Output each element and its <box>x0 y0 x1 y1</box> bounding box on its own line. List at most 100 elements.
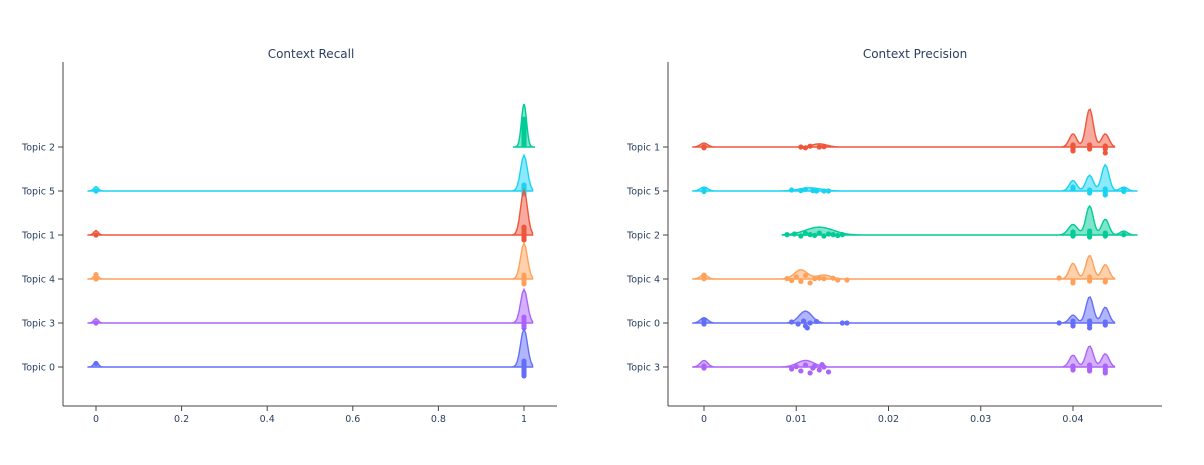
data-point-topic-4 <box>830 275 836 281</box>
data-point-topic-1 <box>521 237 527 243</box>
y-tick-label: Topic 1 <box>626 143 660 154</box>
panel-context-recall: Context Recall 0 0.2 0.4 0.6 0.8 1 Topic 2 Topic… <box>21 47 557 425</box>
data-point-topic-4 <box>701 276 707 282</box>
data-point-topic-1 <box>802 145 809 151</box>
panel-title: Context Precision <box>863 47 967 61</box>
data-point-topic-5 <box>701 188 707 195</box>
data-point-topic-3 <box>1087 362 1093 368</box>
data-point-topic-5 <box>1087 187 1093 193</box>
y-tick-label: Topic 5 <box>21 187 55 198</box>
data-point-topic-4 <box>93 276 99 282</box>
data-point-topic-2 <box>1070 233 1076 239</box>
data-point-topic-3 <box>807 370 813 376</box>
x-tick-label: 0.2 <box>174 414 189 425</box>
data-point-topic-0 <box>844 320 850 326</box>
panel-title: Context Recall <box>268 47 355 61</box>
data-point-topic-0 <box>1087 325 1093 331</box>
data-point-topic-1 <box>1102 150 1108 156</box>
violin-topic-2 <box>781 204 1138 236</box>
data-point-topic-4 <box>784 276 790 282</box>
data-point-topic-2 <box>835 232 841 239</box>
data-point-topic-4 <box>816 275 822 281</box>
y-tick-label: Topic 4 <box>626 275 660 286</box>
data-point-topic-2 <box>812 232 818 238</box>
y-tick-label: Topic 1 <box>21 231 55 242</box>
data-point-topic-4 <box>1102 279 1108 285</box>
data-point-topic-5 <box>1102 192 1108 198</box>
data-point-topic-2 <box>821 233 827 239</box>
data-point-topic-2 <box>791 231 798 237</box>
data-point-topic-5 <box>1102 186 1108 192</box>
y-tick-label: Topic 4 <box>21 275 55 286</box>
data-point-topic-4 <box>844 277 850 283</box>
violin-topic-3 <box>87 287 534 324</box>
data-point-topic-2 <box>802 230 809 237</box>
data-point-topic-2 <box>807 232 813 238</box>
y-tick-label: Topic 2 <box>21 143 55 154</box>
data-point-topic-0 <box>807 320 813 326</box>
data-point-topic-3 <box>789 366 795 372</box>
y-tick-label: Topic 0 <box>626 319 660 330</box>
data-point-topic-2 <box>839 232 845 238</box>
data-point-topic-3 <box>1102 363 1108 369</box>
y-tick-label: Topic 3 <box>21 319 55 330</box>
data-point-topic-0 <box>839 320 845 326</box>
data-point-topic-5 <box>821 188 827 194</box>
data-point-topic-5 <box>813 188 820 194</box>
data-point-topic-0 <box>521 358 527 364</box>
data-point-topic-1 <box>821 144 827 150</box>
data-point-topic-5 <box>1121 188 1127 194</box>
data-point-topic-0 <box>1070 318 1076 324</box>
x-tick-label: 0.02 <box>878 414 899 425</box>
data-point-topic-1 <box>93 232 99 238</box>
data-point-topic-0 <box>801 318 807 324</box>
data-point-topic-2 <box>825 231 832 237</box>
data-point-topic-3 <box>802 362 809 368</box>
data-point-topic-5 <box>798 188 804 194</box>
data-point-topic-4 <box>1087 278 1093 284</box>
data-point-topic-1 <box>798 144 804 150</box>
violin-topic-5 <box>87 153 534 192</box>
data-point-topic-3 <box>793 364 799 370</box>
data-point-topic-4 <box>521 281 527 287</box>
data-point-topic-0 <box>93 360 99 367</box>
violin-topic-0 <box>87 326 534 368</box>
data-point-topic-4 <box>798 278 804 284</box>
y-tick-label: Topic 3 <box>626 363 660 374</box>
violin-topic-1 <box>87 187 534 236</box>
x-tick-label: 0.04 <box>1062 414 1083 425</box>
violin-topic-0 <box>692 296 1116 324</box>
data-point-topic-2 <box>1102 233 1108 239</box>
data-point-topic-4 <box>1070 280 1076 286</box>
data-point-topic-3 <box>816 367 822 373</box>
data-point-topic-3 <box>521 314 527 320</box>
data-point-topic-3 <box>819 362 825 368</box>
data-point-topic-1 <box>701 145 707 151</box>
data-point-topic-3 <box>810 365 816 371</box>
data-point-topic-4 <box>835 277 841 283</box>
violin-topic-4 <box>87 241 534 280</box>
data-point-topic-0 <box>701 321 707 327</box>
panel-context-precision: Context Precision 0 0.01 0.02 0.03 0.04 Topic … <box>626 47 1162 425</box>
data-point-topic-4 <box>812 276 818 282</box>
data-point-topic-4 <box>821 276 827 282</box>
data-point-topic-1 <box>1087 142 1093 148</box>
data-point-topic-3 <box>1102 370 1108 376</box>
data-point-topic-0 <box>813 318 820 325</box>
data-point-topic-0 <box>1087 318 1093 324</box>
data-point-topic-0 <box>804 325 810 331</box>
data-point-topic-1 <box>1087 146 1093 152</box>
violin-topic-3 <box>692 345 1116 368</box>
x-tick-label: 0.6 <box>345 414 360 425</box>
violin-topic-1 <box>692 108 1116 148</box>
data-point-topic-5 <box>521 182 527 188</box>
data-point-topic-0 <box>789 319 795 325</box>
x-tick-label: 0.01 <box>786 414 807 425</box>
data-point-topic-3 <box>1087 368 1093 374</box>
x-tick-label: 1 <box>521 414 527 425</box>
data-point-topic-1 <box>1102 143 1108 149</box>
data-point-topic-4 <box>789 277 795 284</box>
data-point-topic-1 <box>807 143 813 149</box>
data-point-topic-3 <box>93 320 99 326</box>
data-point-topic-0 <box>1102 319 1108 325</box>
